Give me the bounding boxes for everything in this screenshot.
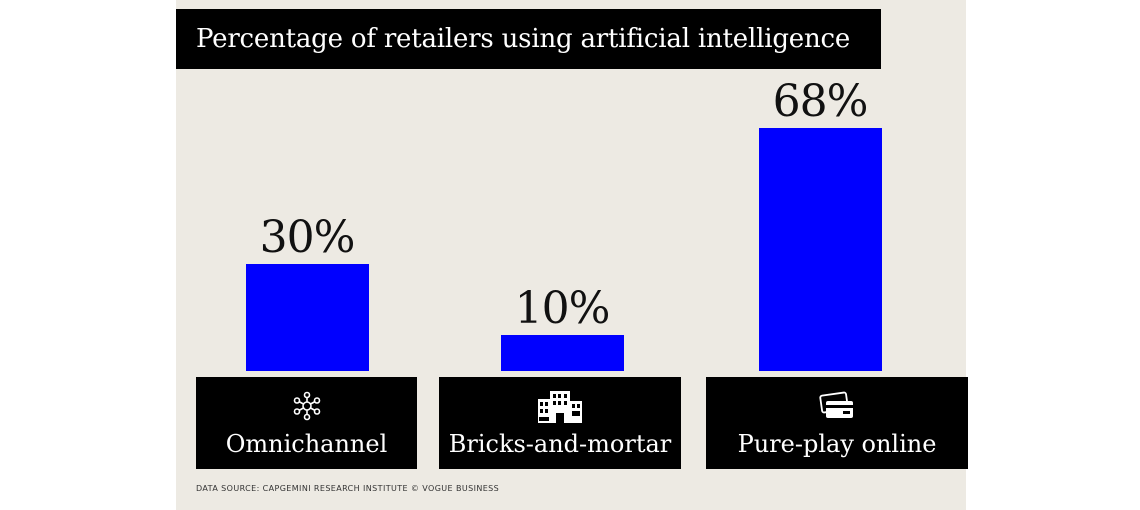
category-box-omnichannel: Omnichannel	[196, 377, 417, 469]
category-label-bricks-and-mortar: Bricks-and-mortar	[448, 430, 672, 458]
chart-title: Percentage of retailers using artificial…	[196, 24, 851, 54]
storefront-icon	[439, 389, 681, 423]
data-source-note: DATA SOURCE: CAPGEMINI RESEARCH INSTITUT…	[196, 484, 500, 493]
bar-bricks-and-mortar	[500, 335, 624, 371]
category-box-bricks-and-mortar: Bricks-and-mortar	[439, 377, 681, 469]
value-label-omnichannel: 30%	[259, 211, 356, 263]
bar-omnichannel	[245, 263, 369, 371]
category-label-pure-play-online: Pure-play online	[737, 430, 937, 458]
value-label-pure-play-online: 68%	[772, 76, 869, 127]
category-label-omnichannel: Omnichannel	[225, 430, 388, 458]
credit-cards-icon	[706, 389, 968, 423]
category-box-pure-play-online: Pure-play online	[706, 377, 968, 469]
title-bar: Percentage of retailers using artificial…	[176, 9, 881, 69]
bar-pure-play-online	[758, 128, 882, 371]
value-label-bricks-and-mortar: 10%	[514, 283, 611, 335]
network-hub-icon	[196, 389, 417, 423]
